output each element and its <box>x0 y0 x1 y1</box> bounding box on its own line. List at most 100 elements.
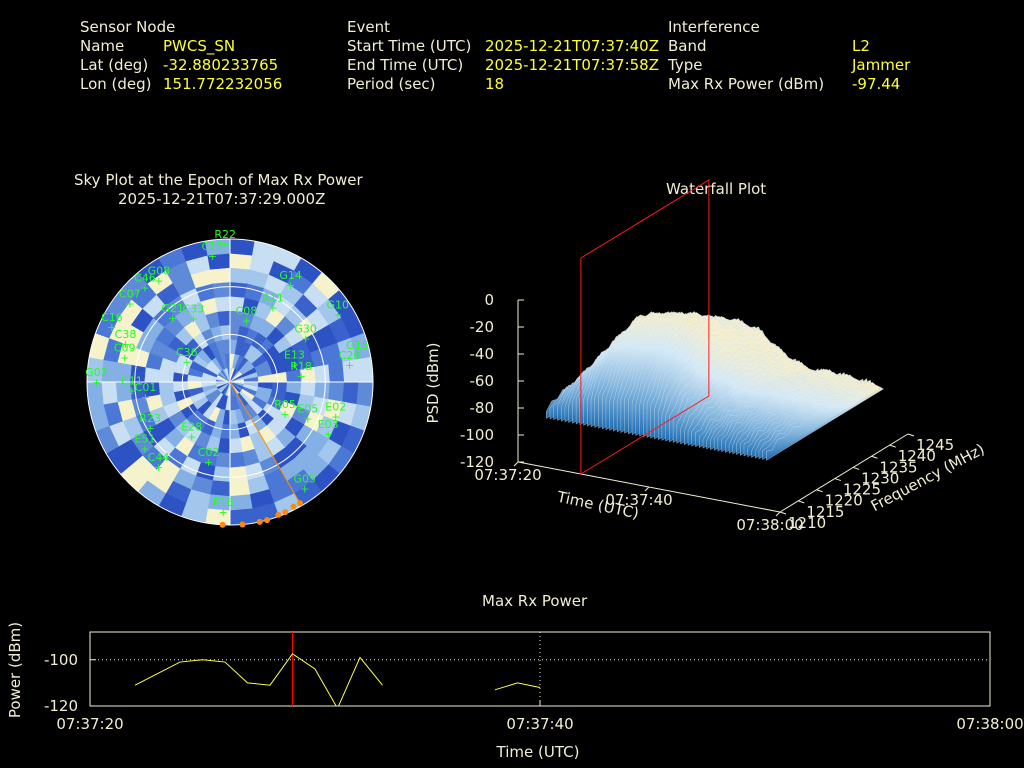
waterfall-strip <box>766 384 884 461</box>
max-rx-power-title: Max Rx Power <box>482 592 588 610</box>
sky-satellite-label: E51 <box>134 433 155 446</box>
waterfall-psd-tick-label: -100 <box>460 426 494 444</box>
interference-title: Interference <box>668 18 760 36</box>
event-period-label: Period (sec) <box>347 75 436 93</box>
sky-satellite-label: G02 <box>85 366 108 379</box>
waterfall-frequency-tick <box>779 511 787 515</box>
sky-satellite-label: C07 <box>119 288 141 301</box>
sky-satellite-marker: + <box>140 282 149 295</box>
sky-satellite-marker: + <box>204 456 213 469</box>
sky-satellite-label: R11 <box>262 292 284 305</box>
sky-satellite-label: E05 <box>297 402 318 415</box>
line-chart-series <box>494 682 541 691</box>
sky-satellite-marker: + <box>120 352 129 365</box>
waterfall-time-tick-label: 07:37:40 <box>605 491 672 509</box>
waterfall-psd-tick-label: 0 <box>484 291 494 309</box>
waterfall-frequency-tick-label: 1220 <box>825 492 863 510</box>
sensor-lon-label: Lon (deg) <box>80 75 152 93</box>
sky-satellite-marker: + <box>345 359 354 372</box>
sky-satellite-marker: + <box>301 332 310 345</box>
waterfall-frequency-tick <box>816 489 823 493</box>
line-chart-x-tick-label: 07:37:20 <box>56 715 123 733</box>
waterfall-frequency-axis <box>779 433 909 513</box>
sky-satellite-marker: + <box>154 461 163 474</box>
sky-satellite-label: R05 <box>274 398 296 411</box>
sky-plot-title: Sky Plot at the Epoch of Max Rx Power <box>74 171 363 189</box>
sky-satellite-marker: + <box>297 370 306 383</box>
sky-satellite-label: G08 <box>148 264 171 277</box>
sky-tile <box>209 480 231 497</box>
sky-satellite-label: C11 <box>121 375 143 388</box>
sky-satellite-label: C33 <box>183 303 205 316</box>
sky-satellite-marker: + <box>219 506 228 519</box>
sky-satellite-marker: + <box>300 483 309 496</box>
sky-satellite-marker: + <box>189 313 198 326</box>
sky-satellite-marker: + <box>333 309 342 322</box>
sky-satellite-label: G15 <box>346 339 369 352</box>
sky-satellite-marker: + <box>125 298 134 311</box>
sky-tile <box>229 480 251 497</box>
sky-tile <box>212 466 231 483</box>
waterfall-time-tick <box>644 486 650 492</box>
sky-jammer-direction-line <box>229 381 301 504</box>
sky-tile <box>214 295 231 312</box>
line-chart-x-tick-label: 07:38:00 <box>956 715 1023 733</box>
sky-track-point <box>290 503 297 510</box>
sky-tile <box>356 381 373 408</box>
sky-satellite-marker: + <box>187 431 196 444</box>
sky-plot: +R22+C15+G14+C46+G08+C07+C16+C38+C09+G10… <box>85 228 374 528</box>
line-chart-x-tick-label: 07:37:40 <box>506 715 573 733</box>
waterfall-title: Waterfall Plot <box>666 180 767 198</box>
sky-satellite-marker: + <box>121 338 130 351</box>
sky-tile <box>328 381 345 403</box>
sky-tile <box>356 356 373 383</box>
sky-tile <box>101 381 118 405</box>
sky-satellite-label: C15 <box>201 240 223 253</box>
sky-satellite-marker: + <box>141 391 150 404</box>
waterfall-surface <box>546 311 884 461</box>
sky-tile <box>229 466 248 483</box>
sky-satellite-marker: + <box>154 274 163 287</box>
sky-satellite-label: C09 <box>114 342 136 355</box>
line-chart-x-axis-label: Time (UTC) <box>496 743 580 761</box>
sky-track-point <box>264 517 271 524</box>
sky-satellite-label: C20 <box>339 349 361 362</box>
sky-background-pattern <box>87 239 373 525</box>
waterfall-psd-tick-label: -40 <box>470 345 495 363</box>
waterfall-frequency-tick <box>871 455 878 459</box>
waterfall-psd-axis-label: PSD (dBm) <box>424 342 442 423</box>
interference-band-value: L2 <box>852 37 870 55</box>
sky-satellite-label: C02 <box>198 446 220 459</box>
waterfall-psd-tick-label: -60 <box>470 372 495 390</box>
sky-satellite-label: E28 <box>181 421 202 434</box>
sky-tile <box>204 239 231 256</box>
sky-tile <box>229 452 246 469</box>
sky-satellite-label: G30 <box>294 322 317 335</box>
sky-satellite-label: R18 <box>290 360 312 373</box>
waterfall-time-tick-label: 07:38:00 <box>736 516 803 534</box>
sky-satellite-label: R22 <box>214 228 236 241</box>
sky-tile <box>229 267 251 284</box>
sky-satellite-marker: + <box>353 349 362 362</box>
sky-satellite-marker: + <box>146 422 155 435</box>
sky-satellite-label: G05 <box>293 473 316 486</box>
sky-satellite-marker: + <box>208 250 217 263</box>
sensor-lat-value: -32.880233765 <box>163 56 279 74</box>
waterfall-frequency-tick-label: 1235 <box>879 458 917 476</box>
sky-tile <box>209 267 231 284</box>
sky-satellite-label: E13 <box>284 349 305 362</box>
sky-track-point <box>239 521 246 528</box>
sky-satellite-label: C38 <box>115 328 137 341</box>
sky-satellite-marker: + <box>107 321 116 334</box>
sky-tile <box>229 281 248 298</box>
sky-satellite-label: E02 <box>325 400 346 413</box>
sky-satellite-marker: + <box>286 279 295 292</box>
sky-tile <box>229 253 253 270</box>
waterfall-psd-tick-label: -120 <box>460 453 494 471</box>
waterfall-frequency-tick <box>798 500 805 504</box>
sky-plot-subtitle: 2025-12-21T07:37:29.000Z <box>118 190 326 208</box>
sky-satellite-marker: + <box>92 376 101 389</box>
sky-satellite-marker: + <box>290 359 299 372</box>
event-title: Event <box>347 18 390 36</box>
